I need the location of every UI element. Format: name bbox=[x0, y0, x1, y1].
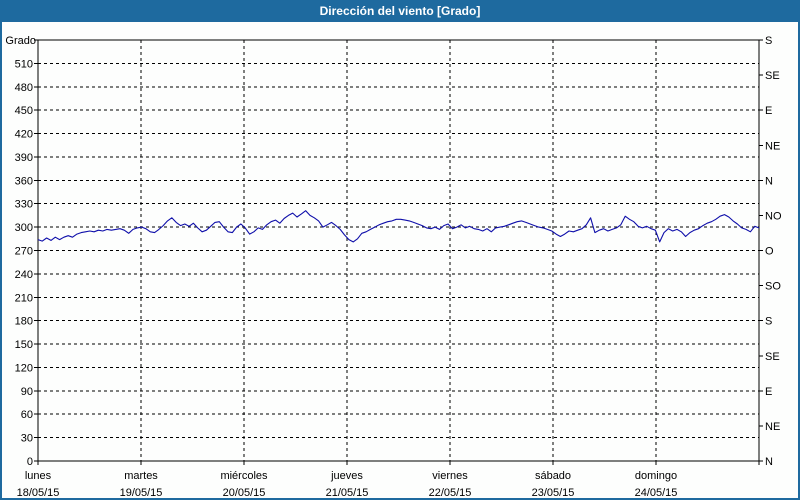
x-day-label: martes bbox=[124, 470, 158, 482]
y-axis-title: Grado bbox=[5, 35, 36, 47]
y-right-tick-label: E bbox=[765, 386, 772, 398]
y-left-tick-label: 390 bbox=[15, 152, 33, 164]
y-right-tick-label: E bbox=[765, 105, 772, 117]
y-right-tick-label: NO bbox=[765, 210, 782, 222]
wind-direction-line bbox=[37, 210, 760, 243]
y-left-tick-label: 60 bbox=[21, 409, 33, 421]
y-left-tick-label: 0 bbox=[27, 456, 33, 468]
x-date-label: 22/05/15 bbox=[429, 487, 472, 499]
x-date-label: 21/05/15 bbox=[326, 487, 369, 499]
x-day-label: viernes bbox=[432, 470, 468, 482]
x-day-label: miércoles bbox=[220, 470, 268, 482]
y-left-tick-label: 420 bbox=[15, 129, 33, 141]
x-day-label: lunes bbox=[25, 470, 52, 482]
y-right-tick-label: SE bbox=[765, 351, 780, 363]
chart-title-bar: Dirección del viento [Grado] bbox=[0, 0, 800, 22]
y-left-tick-label: 330 bbox=[15, 199, 33, 211]
x-date-label: 19/05/15 bbox=[120, 487, 163, 499]
y-left-tick-label: 510 bbox=[15, 58, 33, 70]
y-right-tick-label: SO bbox=[765, 281, 781, 293]
y-right-tick-label: S bbox=[765, 35, 772, 47]
x-date-label: 18/05/15 bbox=[17, 487, 60, 499]
x-day-label: jueves bbox=[330, 470, 363, 482]
y-left-tick-label: 480 bbox=[15, 82, 33, 94]
y-left-tick-label: 240 bbox=[15, 269, 33, 281]
x-day-label: sábado bbox=[535, 470, 571, 482]
chart-title: Dirección del viento [Grado] bbox=[319, 4, 481, 18]
y-right-tick-label: N bbox=[765, 456, 773, 468]
y-right-tick-label: N bbox=[765, 175, 773, 187]
y-left-tick-label: 300 bbox=[15, 222, 33, 234]
y-right-tick-label: S bbox=[765, 316, 772, 328]
y-right-tick-label: NE bbox=[765, 421, 780, 433]
y-left-tick-label: 180 bbox=[15, 316, 33, 328]
y-left-tick-label: 30 bbox=[21, 433, 33, 445]
y-right-tick-label: NE bbox=[765, 140, 780, 152]
y-left-tick-label: 120 bbox=[15, 362, 33, 374]
x-date-label: 20/05/15 bbox=[223, 487, 266, 499]
x-day-label: domingo bbox=[635, 470, 677, 482]
y-left-tick-label: 210 bbox=[15, 292, 33, 304]
y-left-tick-label: 450 bbox=[15, 105, 33, 117]
y-left-tick-label: 150 bbox=[15, 339, 33, 351]
y-left-tick-label: 270 bbox=[15, 246, 33, 258]
y-right-tick-label: SE bbox=[765, 70, 780, 82]
x-date-label: 24/05/15 bbox=[635, 487, 678, 499]
y-left-tick-label: 90 bbox=[21, 386, 33, 398]
y-right-tick-label: O bbox=[765, 246, 774, 258]
x-date-label: 23/05/15 bbox=[532, 487, 575, 499]
y-left-tick-label: 360 bbox=[15, 175, 33, 187]
